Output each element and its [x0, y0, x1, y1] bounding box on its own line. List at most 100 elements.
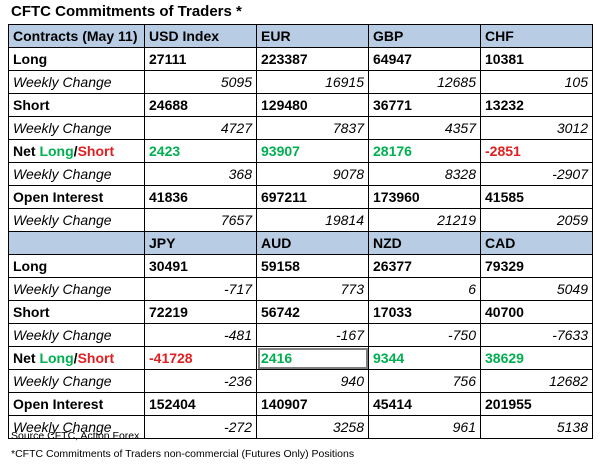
- value-cell[interactable]: 45414: [368, 392, 481, 416]
- change-cell[interactable]: 940: [256, 369, 369, 393]
- value-cell[interactable]: 129480: [256, 93, 369, 117]
- row-label-weekly-change[interactable]: Weekly Change: [8, 70, 145, 94]
- row-label-weekly-change[interactable]: Weekly Change: [8, 415, 145, 439]
- change-cell[interactable]: 4357: [368, 116, 481, 140]
- row-label-long[interactable]: Long: [8, 254, 145, 278]
- change-cell[interactable]: 4727: [144, 116, 257, 140]
- value-cell[interactable]: 27111: [144, 47, 257, 71]
- net-value-cell[interactable]: 93907: [256, 139, 369, 163]
- currency-header[interactable]: JPY: [144, 231, 257, 255]
- currency-header[interactable]: CHF: [480, 24, 593, 48]
- change-cell[interactable]: 368: [144, 162, 257, 186]
- row-label-weekly-change[interactable]: Weekly Change: [8, 277, 145, 301]
- value-cell[interactable]: 173960: [368, 185, 481, 209]
- row-label-weekly-change[interactable]: Weekly Change: [8, 162, 145, 186]
- net-value-cell[interactable]: -41728: [144, 346, 257, 370]
- row-label-net[interactable]: Net Long/Short: [8, 139, 145, 163]
- currency-header[interactable]: USD Index: [144, 24, 257, 48]
- net-value-cell[interactable]: -2851: [480, 139, 593, 163]
- change-cell[interactable]: 6: [368, 277, 481, 301]
- change-cell[interactable]: -167: [256, 323, 369, 347]
- value-cell[interactable]: 152404: [144, 392, 257, 416]
- value-cell[interactable]: 40700: [480, 300, 593, 324]
- change-cell[interactable]: 12682: [480, 369, 593, 393]
- value-cell[interactable]: 30491: [144, 254, 257, 278]
- currency-header[interactable]: EUR: [256, 24, 369, 48]
- row-label-long[interactable]: Long: [8, 47, 145, 71]
- change-cell[interactable]: 5049: [480, 277, 593, 301]
- value-cell[interactable]: 10381: [480, 47, 593, 71]
- value-cell[interactable]: 13232: [480, 93, 593, 117]
- row-label-short[interactable]: Short: [8, 300, 145, 324]
- contracts-header[interactable]: Contracts (May 11): [8, 24, 145, 48]
- net-value-cell[interactable]: 2423: [144, 139, 257, 163]
- footnote: *CFTC Commitments of Traders non-commerc…: [11, 448, 355, 460]
- value-cell[interactable]: 41585: [480, 185, 593, 209]
- change-cell[interactable]: 8328: [368, 162, 481, 186]
- change-cell[interactable]: 21219: [368, 208, 481, 232]
- value-cell[interactable]: 140907: [256, 392, 369, 416]
- change-cell[interactable]: 105: [480, 70, 593, 94]
- change-cell[interactable]: -2907: [480, 162, 593, 186]
- row-label-net[interactable]: Net Long/Short: [8, 346, 145, 370]
- value-cell[interactable]: 59158: [256, 254, 369, 278]
- value-cell[interactable]: 64947: [368, 47, 481, 71]
- value-cell[interactable]: 41836: [144, 185, 257, 209]
- row-label-weekly-change[interactable]: Weekly Change: [8, 369, 145, 393]
- change-cell[interactable]: -481: [144, 323, 257, 347]
- row-label-weekly-change[interactable]: Weekly Change: [8, 208, 145, 232]
- value-cell[interactable]: 17033: [368, 300, 481, 324]
- row-label-open-interest[interactable]: Open Interest: [8, 392, 145, 416]
- change-cell[interactable]: 7657: [144, 208, 257, 232]
- net-long-label: Long: [39, 142, 74, 159]
- net-value-cell-selected[interactable]: 2416: [256, 346, 369, 370]
- net-value-cell[interactable]: 9344: [368, 346, 481, 370]
- row-label-weekly-change[interactable]: Weekly Change: [8, 116, 145, 140]
- change-cell[interactable]: -750: [368, 323, 481, 347]
- net-value-cell[interactable]: 38629: [480, 346, 593, 370]
- long-row: Long 30491 59158 26377 79329: [8, 254, 593, 278]
- short-row: Short 24688 129480 36771 13232: [8, 93, 593, 117]
- value-cell[interactable]: 223387: [256, 47, 369, 71]
- change-cell[interactable]: 5138: [480, 415, 593, 439]
- change-cell[interactable]: 19814: [256, 208, 369, 232]
- value-cell[interactable]: 24688: [144, 93, 257, 117]
- open-interest-row: Open Interest 152404 140907 45414 201955: [8, 392, 593, 416]
- currency-header[interactable]: NZD: [368, 231, 481, 255]
- change-cell[interactable]: 16915: [256, 70, 369, 94]
- row-label-open-interest[interactable]: Open Interest: [8, 185, 145, 209]
- change-cell[interactable]: 9078: [256, 162, 369, 186]
- empty-header-cell[interactable]: [8, 231, 145, 255]
- value-cell[interactable]: 201955: [480, 392, 593, 416]
- net-row: Net Long/Short 2423 93907 28176 -2851: [8, 139, 593, 163]
- change-cell[interactable]: -272: [144, 415, 257, 439]
- value-cell[interactable]: 72219: [144, 300, 257, 324]
- net-row: Net Long/Short -41728 2416 9344 38629: [8, 346, 593, 370]
- change-cell[interactable]: 3258: [256, 415, 369, 439]
- value-cell[interactable]: 697211: [256, 185, 369, 209]
- row-label-short[interactable]: Short: [8, 93, 145, 117]
- open-interest-row: Open Interest 41836 697211 173960 41585: [8, 185, 593, 209]
- currency-header[interactable]: CAD: [480, 231, 593, 255]
- change-cell[interactable]: 3012: [480, 116, 593, 140]
- weekly-change-row: Weekly Change 368 9078 8328 -2907: [8, 162, 593, 186]
- change-cell[interactable]: -7633: [480, 323, 593, 347]
- change-cell[interactable]: 7837: [256, 116, 369, 140]
- value-cell[interactable]: 79329: [480, 254, 593, 278]
- currency-header[interactable]: AUD: [256, 231, 369, 255]
- change-cell[interactable]: 961: [368, 415, 481, 439]
- currency-header[interactable]: GBP: [368, 24, 481, 48]
- change-cell[interactable]: -236: [144, 369, 257, 393]
- weekly-change-row: Weekly Change -481 -167 -750 -7633: [8, 323, 593, 347]
- change-cell[interactable]: 12685: [368, 70, 481, 94]
- change-cell[interactable]: 5095: [144, 70, 257, 94]
- change-cell[interactable]: 773: [256, 277, 369, 301]
- value-cell[interactable]: 36771: [368, 93, 481, 117]
- net-value-cell[interactable]: 28176: [368, 139, 481, 163]
- value-cell[interactable]: 56742: [256, 300, 369, 324]
- change-cell[interactable]: 756: [368, 369, 481, 393]
- row-label-weekly-change[interactable]: Weekly Change: [8, 323, 145, 347]
- value-cell[interactable]: 26377: [368, 254, 481, 278]
- change-cell[interactable]: -717: [144, 277, 257, 301]
- change-cell[interactable]: 2059: [480, 208, 593, 232]
